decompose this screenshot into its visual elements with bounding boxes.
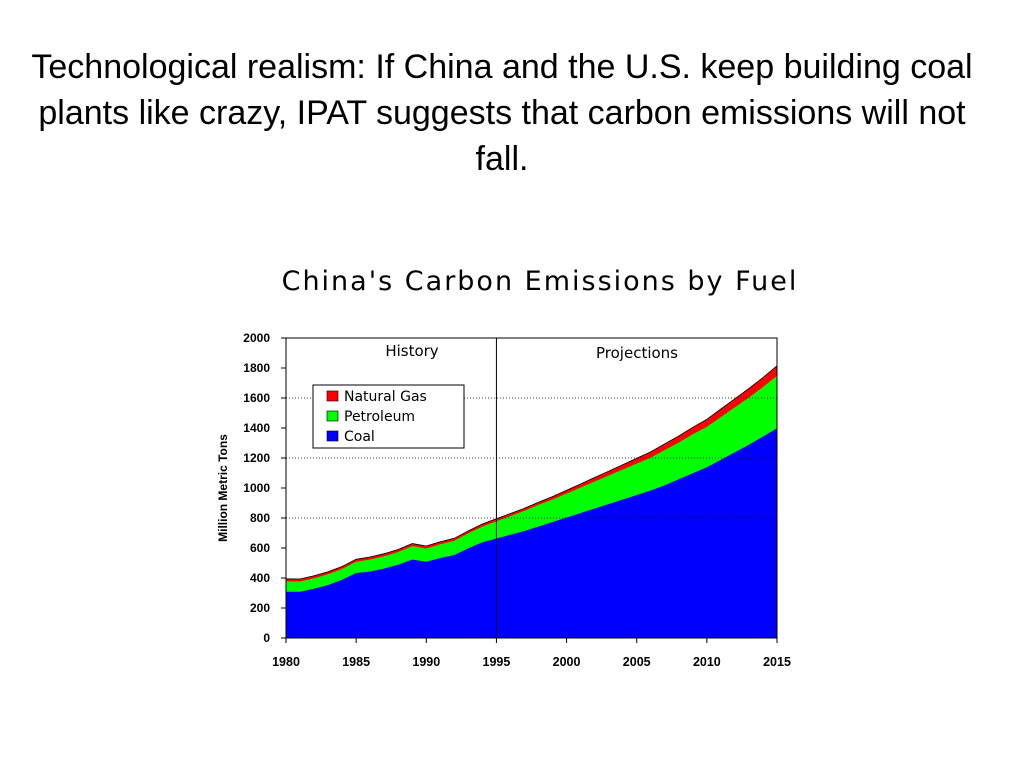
y-tick-label: 600 [250,541,270,555]
x-tick-label: 2000 [553,655,581,669]
y-tick-label: 800 [250,511,270,525]
x-tick-label: 2010 [693,655,721,669]
x-tick-label: 2015 [763,655,791,669]
legend: Natural Gas Petroleum Coal [312,384,465,449]
legend-label-petroleum: Petroleum [344,409,415,425]
x-tick-label: 1985 [342,655,370,669]
y-tick-label: 400 [250,571,270,585]
legend-label-coal: Coal [344,429,375,445]
y-tick-label: 1400 [243,421,270,435]
total-outline [285,365,778,580]
x-tick-label: 1995 [483,655,511,669]
y-tick-label: 200 [250,601,270,615]
y-tick-label: 1200 [243,451,270,465]
region-label-projections: Projections [596,344,678,362]
y-tick-label: 1800 [243,361,270,375]
x-axis-ticks: 1980 1985 1990 1995 2000 2005 2010 2015 [272,638,791,669]
legend-swatch-petroleum [326,410,339,422]
y-tick-label: 0 [263,631,270,645]
slide-title: Technological realism: If China and the … [31,48,973,178]
legend-label-natural-gas: Natural Gas [344,389,427,405]
x-tick-label: 1990 [412,655,440,669]
x-tick-label: 2005 [623,655,651,669]
y-tick-label: 2000 [243,331,270,345]
y-axis-ticks: 0 200 400 600 800 1000 1200 1400 1600 1800 2000 [243,331,286,645]
chart-title: China's Carbon Emissions by Fuel [281,266,799,297]
y-tick-label: 1600 [243,391,270,405]
gridlines [286,397,777,519]
x-tick-label: 1980 [272,655,300,669]
region-label-history: History [385,342,438,360]
y-tick-label: 1000 [243,481,270,495]
legend-swatch-natural-gas [326,390,339,402]
legend-swatch-coal [326,430,339,442]
y-axis-label: Million Metric Tons [216,434,230,542]
